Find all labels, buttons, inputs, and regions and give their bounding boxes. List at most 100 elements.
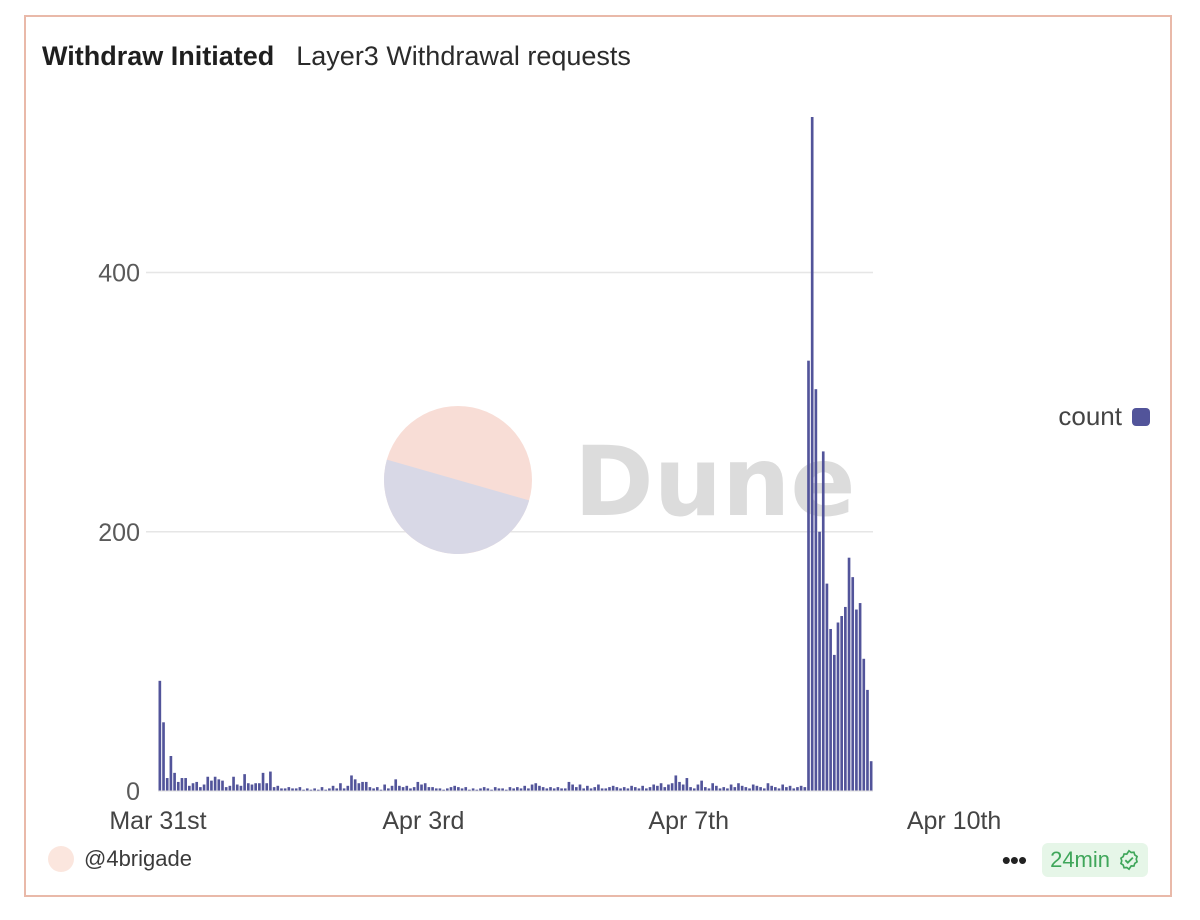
bar [593, 787, 597, 791]
bar [482, 787, 486, 791]
bar [818, 531, 821, 791]
bar [235, 784, 239, 791]
bar [176, 781, 180, 791]
bar [320, 787, 324, 791]
bar [722, 787, 726, 791]
bar [615, 787, 619, 791]
bar [689, 787, 692, 791]
bar [751, 784, 755, 791]
bar [457, 787, 460, 791]
bar [733, 787, 737, 791]
bar [527, 788, 530, 791]
bar [294, 788, 298, 791]
bar [438, 788, 442, 791]
chart-card: Withdraw Initiated Layer3 Withdrawal req… [24, 15, 1172, 897]
bar [258, 783, 261, 791]
bar [645, 788, 648, 791]
bar [825, 583, 829, 791]
bar [770, 785, 773, 791]
bar [600, 788, 604, 791]
bar [250, 784, 254, 791]
bar [353, 779, 357, 791]
bar [762, 788, 766, 791]
bar [781, 784, 785, 791]
bar [744, 787, 748, 791]
bar [703, 787, 707, 791]
bar [486, 788, 490, 791]
bar [574, 787, 578, 791]
bar [508, 787, 512, 791]
bar [597, 784, 600, 791]
bar [316, 789, 320, 791]
x-tick-label: Apr 3rd [382, 807, 464, 835]
bar [460, 788, 464, 791]
bar [276, 785, 280, 791]
bar [158, 680, 162, 791]
refresh-status-badge[interactable]: 24min [1042, 843, 1148, 877]
bar [796, 787, 799, 791]
bar [239, 785, 243, 791]
y-tick-label: 200 [98, 519, 140, 547]
chart-header: Withdraw Initiated Layer3 Withdrawal req… [42, 41, 631, 72]
bar [814, 389, 818, 791]
bar [858, 603, 862, 791]
bar [681, 784, 685, 791]
bar [272, 787, 276, 791]
bar [346, 785, 350, 791]
author-info[interactable]: @4brigade [48, 846, 192, 872]
bar [195, 781, 199, 791]
legend[interactable]: count [1058, 401, 1150, 432]
bar [737, 783, 740, 791]
bar [530, 784, 534, 791]
bar [829, 628, 832, 791]
bar [390, 785, 394, 791]
bar [423, 783, 427, 791]
bar [254, 783, 257, 791]
bar [217, 779, 221, 791]
bar [648, 787, 652, 791]
bar [748, 788, 751, 791]
bar [667, 784, 670, 791]
bar [619, 788, 622, 791]
bar [670, 783, 674, 791]
bar [261, 772, 265, 791]
bar [840, 616, 843, 791]
bar [589, 788, 593, 791]
bar [582, 788, 586, 791]
bar [836, 622, 840, 791]
bar [777, 788, 781, 791]
bar [173, 772, 176, 791]
bar [357, 783, 361, 791]
bar [398, 785, 401, 791]
bar [228, 785, 232, 791]
bar [637, 788, 641, 791]
bar [803, 787, 807, 791]
bar [692, 788, 696, 791]
bar [387, 788, 390, 791]
bar [339, 783, 342, 791]
bar [759, 787, 762, 791]
bar [479, 788, 482, 791]
bar [729, 784, 733, 791]
bar [512, 788, 515, 791]
bar [740, 785, 744, 791]
bar [707, 788, 711, 791]
more-options-icon[interactable]: ••• [1001, 845, 1027, 875]
bar [434, 788, 438, 791]
bar [372, 788, 375, 791]
chart-title[interactable]: Withdraw Initiated [42, 41, 275, 71]
chart-subtitle: Layer3 Withdrawal requests [296, 41, 631, 71]
dune-watermark: Dune [384, 406, 855, 554]
check-badge-icon [1119, 849, 1139, 871]
bar [700, 780, 703, 791]
bar [180, 778, 184, 791]
bar [191, 783, 195, 791]
author-handle: @4brigade [84, 846, 192, 871]
bar [656, 785, 659, 791]
bar [405, 785, 409, 791]
bar [626, 788, 630, 791]
bar [855, 609, 858, 791]
bar [545, 788, 549, 791]
bar [726, 788, 729, 791]
bar [578, 784, 582, 791]
